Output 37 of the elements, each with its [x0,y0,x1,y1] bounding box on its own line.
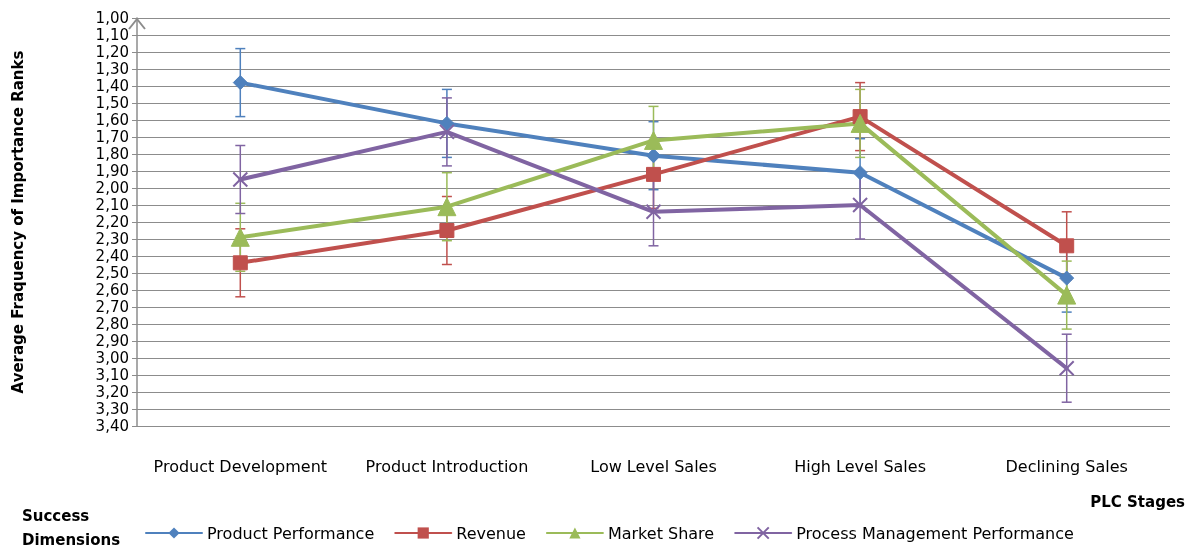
y-tick-label: 2,60 [95,281,129,299]
x-tick-label: Low Level Sales [590,456,717,476]
x-tick-label: Declining Sales [1005,456,1128,476]
legend-label: Process Management Performance [796,523,1074,543]
y-tick-label: 2,10 [95,196,129,214]
y-tick-label: 1,40 [95,77,129,95]
legend-label: Revenue [456,523,526,543]
y-tick-label: 3,20 [95,383,129,401]
y-tick-label: 1,20 [95,43,129,61]
y-tick-label: 1,90 [95,162,129,180]
y-tick-label: 2,20 [95,213,129,231]
y-tick-label: 1,60 [95,111,129,129]
y-tick-label: 1,10 [95,26,129,44]
legend-label: Market Share [607,523,715,543]
y-tick-label: 3,00 [95,349,129,367]
y-tick-label: 2,70 [95,298,129,316]
y-tick-label: 3,10 [95,366,129,384]
y-tick-label: 3,40 [95,417,129,435]
y-tick-label: 2,00 [95,179,129,197]
y-tick-label: 2,80 [95,315,129,333]
y-tick-label: 2,90 [95,332,129,350]
legend-title: Success Dimensions [22,507,121,549]
x-tick-label: Product Development [153,456,328,476]
x-tick-label: High Level Sales [794,456,926,476]
y-tick-label: 3,30 [95,400,129,418]
y-tick-label: 1,70 [95,128,129,146]
x-axis-title: PLC Stages [1090,492,1186,511]
y-tick-label: 1,30 [95,60,129,78]
y-tick-label: 2,40 [95,247,129,265]
x-tick-label: Product Introduction [365,456,529,476]
y-tick-label: 1,50 [95,94,129,112]
y-tick-label: 2,50 [95,264,129,282]
legend-label: Product Performance [207,523,375,543]
y-axis-title: Average Fraquency of Importance Ranks [8,50,27,394]
y-tick-label: 2,30 [95,230,129,248]
y-tick-label: 1,80 [95,145,129,163]
y-tick-label: 1,00 [95,9,129,27]
